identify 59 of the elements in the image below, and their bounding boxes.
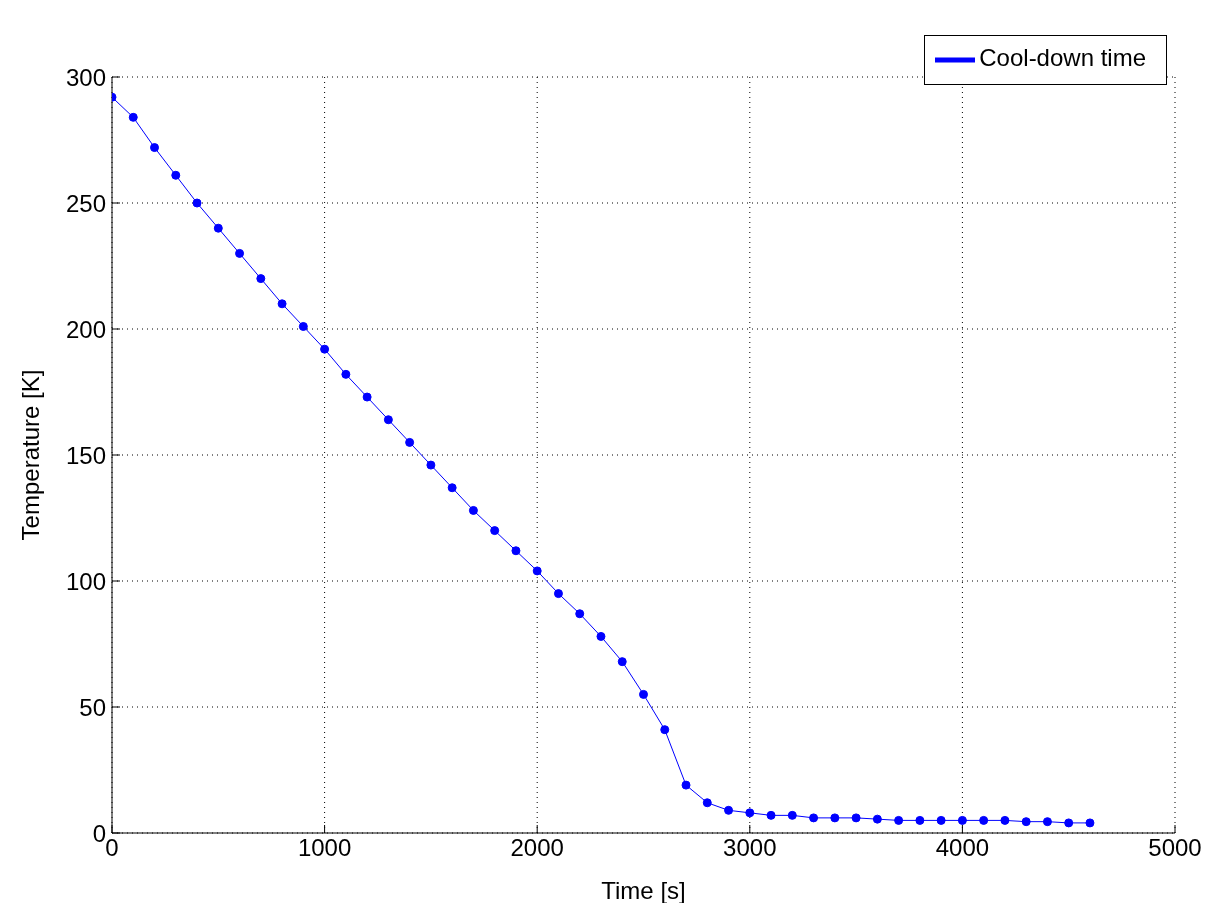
- point: [511, 546, 521, 556]
- y-axis-title: Temperature [K]: [16, 369, 44, 541]
- point: [192, 198, 202, 208]
- x-tick-label: 2000: [510, 834, 564, 862]
- point: [235, 248, 245, 258]
- legend-label: Cool-down time: [979, 44, 1146, 72]
- point: [1000, 815, 1010, 825]
- point: [150, 143, 160, 153]
- point: [362, 392, 372, 402]
- point: [1064, 818, 1074, 828]
- point: [171, 170, 181, 180]
- point: [383, 415, 393, 425]
- point: [894, 815, 904, 825]
- point: [979, 815, 989, 825]
- point: [936, 815, 946, 825]
- point: [617, 657, 627, 667]
- y-tick-label: 300: [65, 63, 106, 91]
- point: [256, 274, 266, 284]
- point: [320, 344, 330, 354]
- y-tick-label: 200: [65, 315, 106, 343]
- point: [872, 814, 882, 824]
- point: [851, 813, 861, 823]
- point: [766, 810, 776, 820]
- point: [298, 321, 308, 331]
- point: [915, 815, 925, 825]
- point: [213, 223, 223, 233]
- point: [596, 631, 606, 641]
- point: [809, 813, 819, 823]
- point: [447, 483, 457, 493]
- point: [1085, 818, 1095, 828]
- point: [1021, 817, 1031, 827]
- point: [724, 805, 734, 815]
- x-tick-label: 5000: [1148, 834, 1202, 862]
- x-tick-label: 4000: [935, 834, 990, 862]
- point: [490, 526, 500, 536]
- y-tick-label: 100: [65, 567, 106, 595]
- point: [702, 798, 712, 808]
- point: [681, 780, 691, 790]
- y-tick-label: 50: [79, 693, 106, 721]
- y-tick-label: 150: [65, 441, 106, 469]
- point: [553, 589, 563, 599]
- point: [830, 813, 840, 823]
- point: [787, 810, 797, 820]
- point: [575, 609, 585, 619]
- point: [405, 437, 415, 447]
- point: [957, 815, 967, 825]
- point: [639, 689, 648, 699]
- x-tick-label: 1000: [297, 834, 352, 862]
- point: [426, 460, 436, 470]
- point: [277, 299, 287, 309]
- point: [341, 369, 351, 379]
- point: [468, 505, 478, 515]
- point: [660, 725, 670, 735]
- x-tick-label: 3000: [723, 834, 777, 862]
- point: [128, 112, 138, 122]
- y-tick-label: 250: [65, 189, 106, 217]
- point: [1042, 817, 1052, 827]
- point: [745, 808, 755, 818]
- point: [532, 566, 542, 576]
